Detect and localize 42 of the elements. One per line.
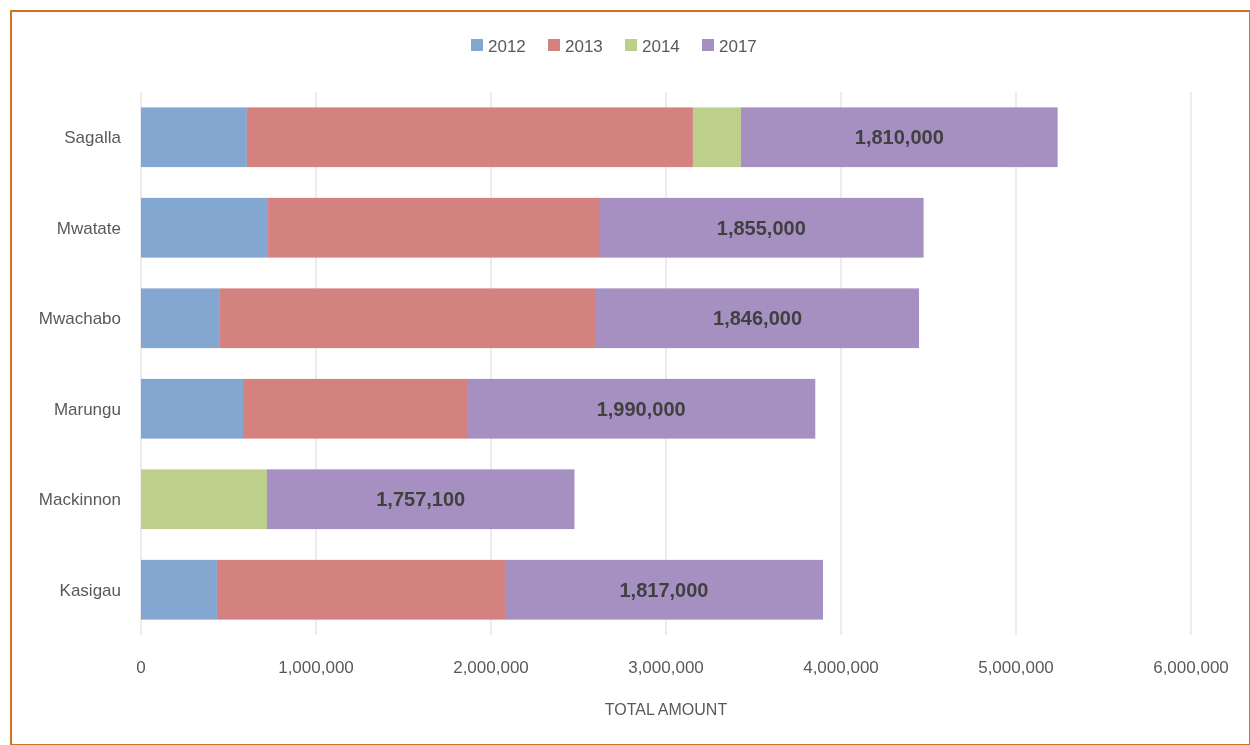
- bar: [692, 107, 741, 168]
- bar: [596, 288, 920, 349]
- x-tick-label: 3,000,000: [628, 658, 704, 677]
- bar: [243, 378, 468, 439]
- legend-label: 2014: [642, 36, 680, 56]
- legend-label: 2012: [488, 36, 526, 56]
- y-tick-label: Kasigau: [59, 580, 121, 600]
- bar: [141, 107, 247, 168]
- bar: [505, 559, 823, 620]
- legend-label: 2017: [719, 36, 757, 56]
- x-tick-label: 6,000,000: [1153, 658, 1229, 677]
- legend-label: 2013: [565, 36, 603, 56]
- y-tick-label: Sagalla: [64, 128, 122, 148]
- bar: [740, 107, 1058, 168]
- bar: [216, 559, 505, 620]
- x-tick-label: 5,000,000: [978, 658, 1054, 677]
- x-tick-label: 1,000,000: [278, 658, 354, 677]
- bar: [467, 378, 816, 439]
- bar: [141, 288, 220, 349]
- bar: [246, 107, 693, 168]
- x-tick-label: 2,000,000: [453, 658, 529, 677]
- y-tick-label: Mwachabo: [38, 309, 121, 329]
- data-label: 1,817,000: [619, 578, 709, 601]
- bar: [141, 378, 244, 439]
- bar: [141, 559, 217, 620]
- data-label: 1,846,000: [713, 307, 803, 330]
- bar: [219, 288, 596, 349]
- y-tick-label: Marungu: [53, 399, 121, 419]
- bar: [141, 469, 267, 530]
- x-axis-title: TOTAL AMOUNT: [604, 701, 728, 718]
- bar: [267, 469, 575, 530]
- data-label: 1,757,100: [376, 488, 466, 511]
- y-tick-label: Mwatate: [56, 218, 121, 238]
- bar: [598, 197, 924, 258]
- bar: [268, 197, 599, 258]
- data-label: 1,990,000: [596, 397, 686, 420]
- data-label: 1,855,000: [716, 216, 806, 239]
- y-tick-label: Mackinnon: [38, 490, 121, 510]
- x-tick-label: 0: [136, 658, 146, 677]
- bar: [141, 197, 269, 258]
- x-tick-label: 4,000,000: [803, 658, 879, 677]
- data-label: 1,810,000: [854, 126, 944, 149]
